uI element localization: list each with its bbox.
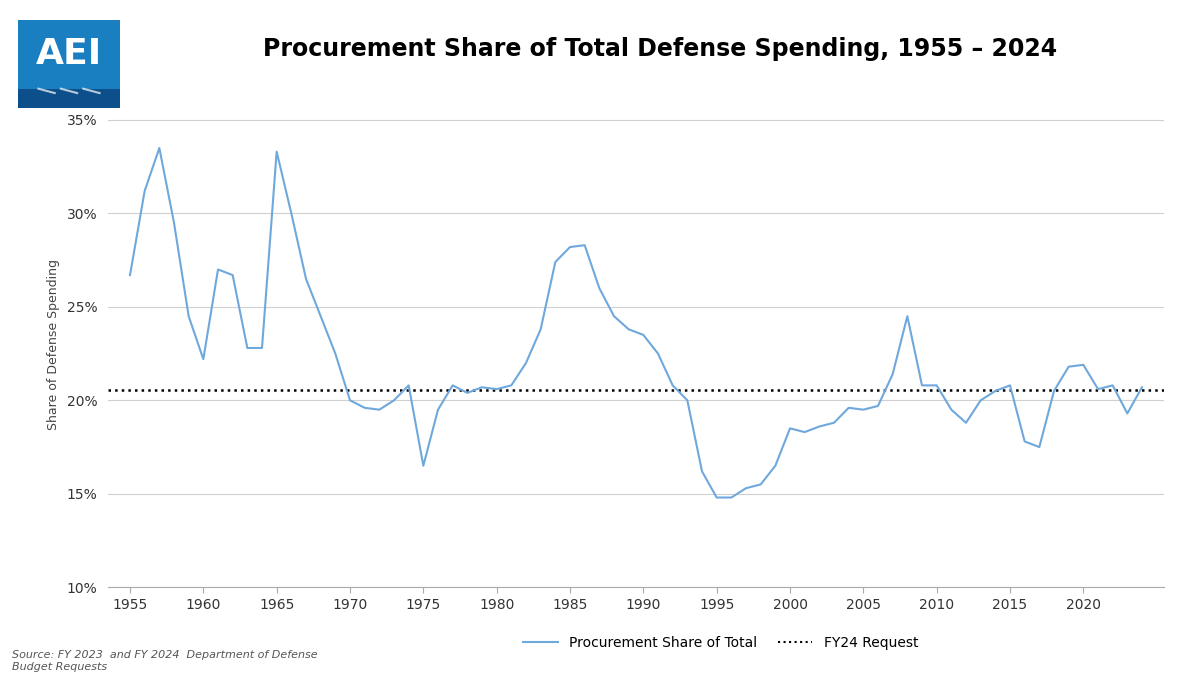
Text: Procurement Share of Total Defense Spending, 1955 – 2024: Procurement Share of Total Defense Spend…: [263, 37, 1057, 61]
FancyBboxPatch shape: [18, 88, 120, 108]
FancyBboxPatch shape: [18, 20, 120, 92]
Y-axis label: Share of Defense Spending: Share of Defense Spending: [47, 259, 60, 430]
Text: Source: FY 2023  and FY 2024  Department of Defense
Budget Requests: Source: FY 2023 and FY 2024 Department o…: [12, 650, 318, 672]
Legend: Procurement Share of Total, FY24 Request: Procurement Share of Total, FY24 Request: [517, 630, 924, 655]
Text: AEI: AEI: [36, 36, 102, 71]
